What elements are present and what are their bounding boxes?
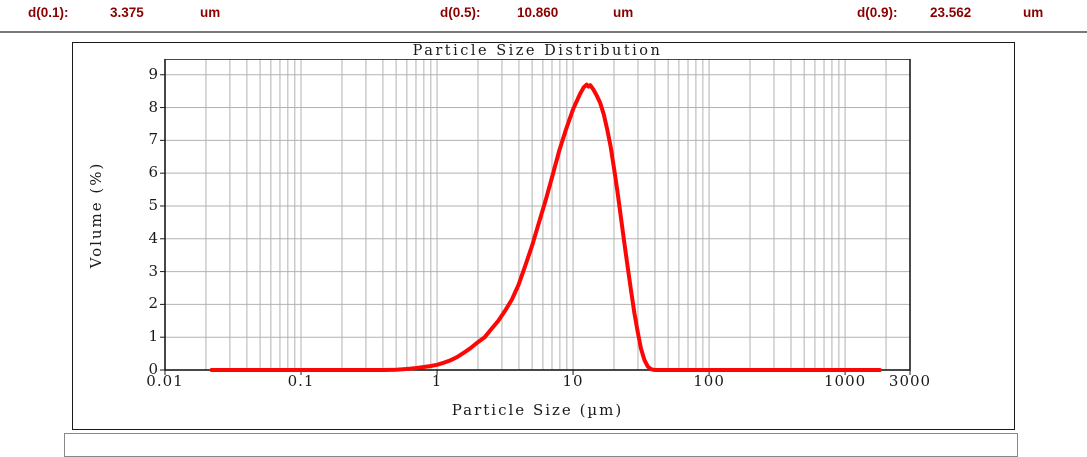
y-tick-label: 2 (148, 294, 158, 313)
d50-unit: um (613, 5, 634, 20)
next-section-frame (64, 433, 1018, 457)
y-tick-label: 9 (148, 64, 158, 83)
y-tick-label: 3 (148, 261, 158, 280)
y-tick-label: 1 (148, 327, 158, 346)
particle-size-report: { "header": { "items": [ {"label": "d(0.… (0, 5, 1087, 457)
header-separator (0, 31, 1087, 33)
distribution-curve (209, 82, 882, 372)
x-tick-label: 3000 (888, 372, 932, 390)
y-tick-label: 7 (148, 130, 158, 149)
y-tick-label: 5 (148, 195, 158, 214)
y-tick-label: 0 (148, 360, 158, 378)
d10-value: 3.375 (110, 5, 144, 20)
chart-title: Particle Size Distribution (412, 43, 663, 59)
plot-frame (164, 59, 911, 371)
x-tick-label: 0.01 (146, 372, 184, 390)
d10-unit: um (200, 5, 221, 20)
d50-label: d(0.5): (440, 5, 481, 20)
d90-label: d(0.9): (857, 5, 898, 20)
y-tick-label: 6 (148, 163, 158, 182)
x-tick-label: 10 (562, 372, 584, 390)
report-frame (72, 42, 1015, 430)
y-tick-label: 8 (148, 97, 158, 116)
d10-label: d(0.1): (28, 5, 69, 20)
x-tick-label: 100 (693, 372, 725, 390)
x-tick-label: 1 (431, 372, 443, 390)
d90-unit: um (1023, 5, 1044, 20)
x-tick-label: 0.1 (287, 372, 315, 390)
d50-value: 10.860 (517, 5, 559, 20)
x-tick-label: 1000 (824, 372, 867, 390)
d90-value: 23.562 (930, 5, 972, 20)
chart-svg (160, 59, 911, 375)
y-axis-title: Volume (%) (87, 161, 105, 269)
y-tick-label: 4 (148, 228, 158, 247)
x-axis-title: Particle Size (µm) (451, 401, 624, 419)
